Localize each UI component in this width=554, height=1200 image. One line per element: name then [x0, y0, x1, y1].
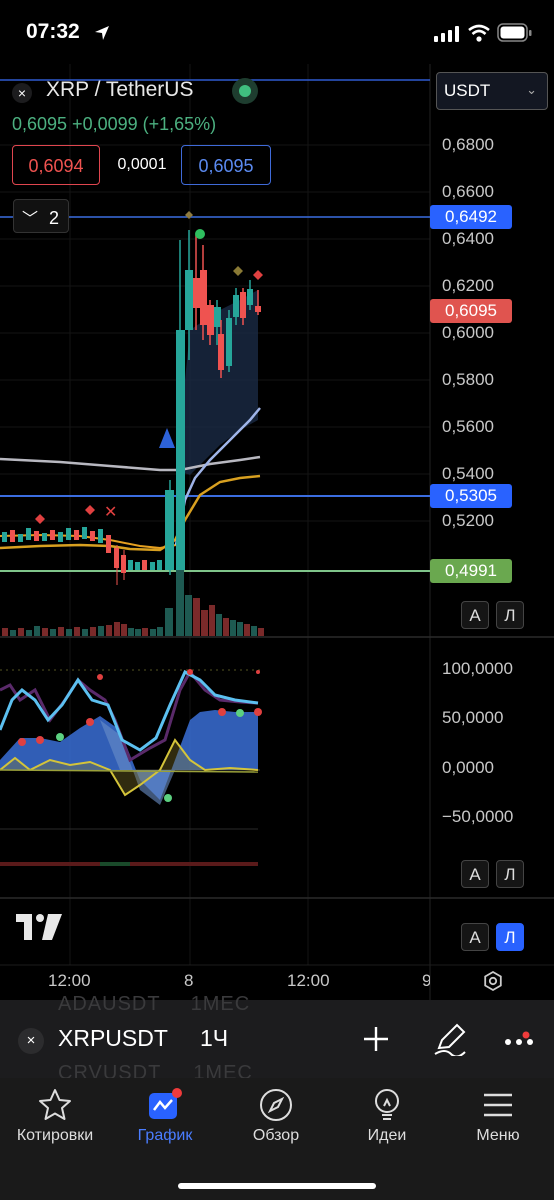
- home-indicator: [178, 1183, 376, 1189]
- close-symbol-icon[interactable]: ×: [18, 1028, 44, 1054]
- star-icon: [39, 1089, 71, 1120]
- currency-select[interactable]: USDT ⌄: [436, 72, 548, 110]
- price-axis-label: 0,5200: [442, 511, 494, 530]
- wifi-icon: [468, 24, 490, 42]
- lightbulb-icon: [375, 1089, 399, 1120]
- close-symbol-button[interactable]: ×: [12, 83, 32, 103]
- price-chart[interactable]: ✕: [0, 64, 554, 1000]
- draw-pen-icon[interactable]: [433, 1022, 467, 1056]
- price-axis-label: 0,6600: [442, 182, 494, 201]
- price-axis-label: 0,6000: [442, 323, 494, 342]
- symbol-row: × XRPUSDT 1Ч: [0, 1022, 554, 1076]
- indicators-count: 2: [49, 208, 60, 228]
- symbol-title[interactable]: XRP / TetherUS: [46, 78, 194, 101]
- chart-icon: [149, 1088, 182, 1119]
- menu-icon: [484, 1093, 512, 1117]
- tradingview-logo-icon: [16, 914, 62, 940]
- price-axis-label: 0,5400: [442, 464, 494, 483]
- buy-price-button[interactable]: 0,6095: [181, 145, 271, 185]
- price-axis-label: 0,5600: [442, 417, 494, 436]
- chevron-down-icon: ⌄: [526, 82, 537, 97]
- time-axis-label: 12:00: [48, 971, 91, 990]
- pane-log-scale-button[interactable]: Л: [496, 923, 524, 951]
- time-axis-label: 8: [184, 971, 194, 990]
- chevron-down-icon: ﹀: [22, 211, 39, 228]
- status-time: 07:32: [26, 20, 80, 43]
- log-scale-button[interactable]: Л: [496, 601, 524, 629]
- oscillator-axis-label: 100,0000: [442, 659, 513, 678]
- price-axis-label: 0,6800: [442, 135, 494, 154]
- settings-icon[interactable]: [481, 969, 505, 993]
- chart-area[interactable]: ✕: [0, 64, 554, 1000]
- more-icon[interactable]: [504, 1030, 534, 1050]
- tab-label: Котировки: [16, 1127, 94, 1144]
- spread-value: 0,0001: [117, 156, 167, 173]
- indicators-collapse-button[interactable]: ﹀ 2: [13, 199, 69, 233]
- time-axis-label: 9: [422, 971, 430, 990]
- high-level-tag: 0,6492: [430, 205, 512, 229]
- svg-text:✕: ✕: [104, 504, 117, 521]
- tab-bar: Котировки График Обзор Идеи Меню: [0, 1078, 554, 1200]
- sell-price-button[interactable]: 0,6094: [12, 145, 100, 185]
- time-axis-label: 12:00: [287, 971, 330, 990]
- oscillator-axis-label: −50,0000: [442, 807, 514, 826]
- price-axis-label: 0,6400: [442, 229, 494, 248]
- oscillator-axis-label: 0,0000: [442, 758, 494, 777]
- symbol-name[interactable]: XRPUSDT: [58, 1025, 168, 1051]
- interval-button[interactable]: 1Ч: [200, 1025, 229, 1051]
- tab-label: График: [137, 1127, 193, 1144]
- last-price-change: 0,6095 +0,0099 (+1,65%): [12, 114, 217, 134]
- mid-level-tag: 0,5305: [430, 484, 512, 508]
- tab-label: Меню: [476, 1127, 520, 1144]
- support-level-tag: 0,4991: [430, 559, 512, 583]
- pane-auto-scale-button[interactable]: A: [461, 923, 489, 951]
- auto-scale-button[interactable]: A: [461, 601, 489, 629]
- currency-value: USDT: [444, 81, 491, 100]
- oscillator-log-scale-button[interactable]: Л: [496, 860, 524, 888]
- oscillator-auto-scale-button[interactable]: A: [461, 860, 489, 888]
- tab-label: Обзор: [252, 1127, 300, 1144]
- battery-icon: [497, 23, 532, 42]
- plus-icon[interactable]: [362, 1025, 390, 1053]
- cellular-signal-icon: [434, 26, 459, 42]
- oscillator-axis-label: 50,0000: [442, 708, 504, 727]
- price-axis-label: 0,5800: [442, 370, 494, 389]
- location-arrow-icon: [95, 26, 109, 40]
- status-bar: 07:32: [0, 0, 554, 64]
- last-price-tag: 0,6095: [430, 299, 512, 323]
- market-status-icon: [232, 78, 258, 104]
- compass-icon: [260, 1089, 292, 1121]
- watchlist-ghost-item: ADAUSDT 1МЕС: [58, 993, 251, 1015]
- tab-label: Идеи: [367, 1127, 407, 1144]
- price-axis-label: 0,6200: [442, 276, 494, 295]
